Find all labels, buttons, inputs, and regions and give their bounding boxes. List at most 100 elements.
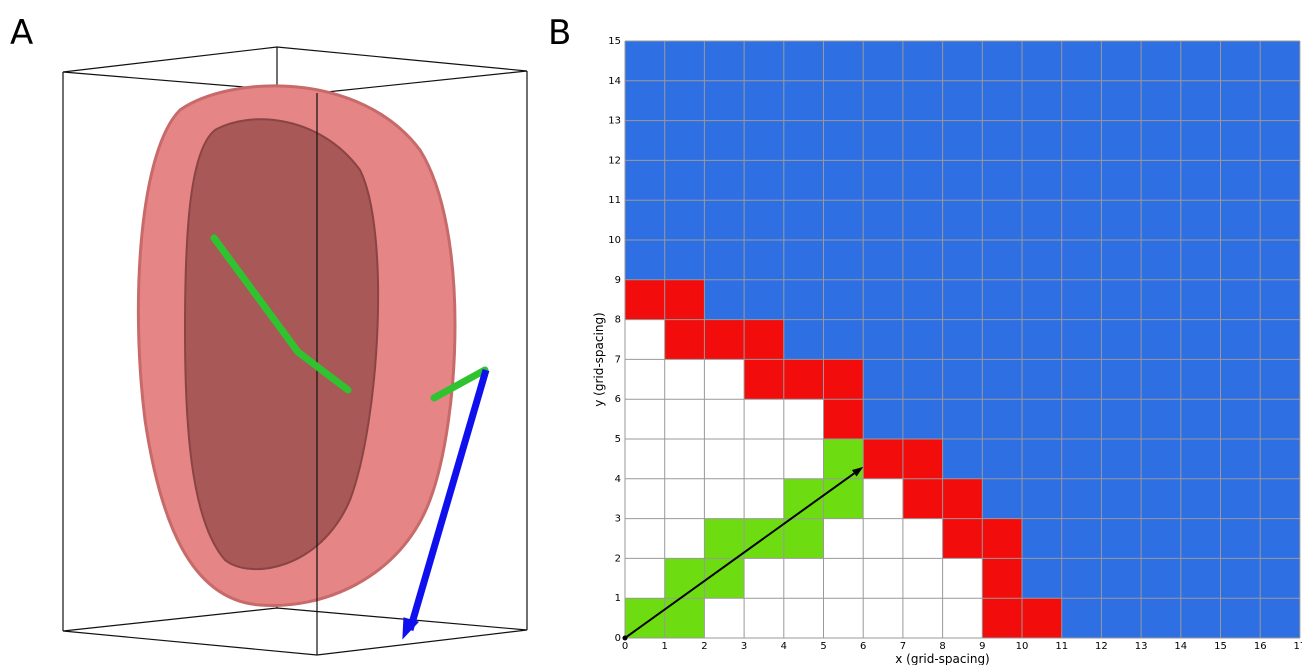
- grid-cell: [824, 320, 864, 360]
- grid-cell: [1181, 558, 1221, 598]
- grid-cell: [1141, 280, 1181, 320]
- grid-cell: [1062, 160, 1102, 200]
- grid-cell: [704, 200, 744, 240]
- grid-cell: [982, 121, 1022, 161]
- grid-cell: [824, 519, 864, 559]
- y-tick-label: 10: [608, 235, 621, 246]
- grid-cell: [784, 280, 824, 320]
- grid-cell: [1101, 439, 1141, 479]
- x-tick-label: 17: [1294, 641, 1302, 652]
- grid-cell: [1022, 359, 1062, 399]
- grid-cell: [665, 81, 705, 121]
- grid-cell: [1062, 519, 1102, 559]
- grid-cell: [744, 439, 784, 479]
- grid-cell: [863, 41, 903, 81]
- grid-cell: [665, 41, 705, 81]
- grid-cell: [1101, 200, 1141, 240]
- grid-cell: [1260, 479, 1300, 519]
- grid-cell: [1221, 280, 1261, 320]
- grid-cell: [744, 280, 784, 320]
- grid-cell: [824, 399, 864, 439]
- grid-cell: [625, 280, 665, 320]
- grid-cell: [665, 439, 705, 479]
- grid-cell: [863, 320, 903, 360]
- virus-interior: [185, 119, 378, 569]
- grid-cell: [1022, 479, 1062, 519]
- grid-cell: [943, 320, 983, 360]
- grid-cell: [704, 160, 744, 200]
- grid-cell: [704, 399, 744, 439]
- grid-cell: [903, 200, 943, 240]
- grid-cell: [1181, 320, 1221, 360]
- grid-cell: [784, 598, 824, 638]
- grid-cell: [1181, 479, 1221, 519]
- grid-cell: [1101, 399, 1141, 439]
- grid-cell: [863, 558, 903, 598]
- grid-cell: [1221, 160, 1261, 200]
- grid-cell: [1101, 519, 1141, 559]
- grid-cell: [744, 399, 784, 439]
- grid-cell: [863, 439, 903, 479]
- grid-cell: [863, 519, 903, 559]
- grid-cell: [982, 399, 1022, 439]
- grid-cell: [1141, 160, 1181, 200]
- grid-cell: [625, 240, 665, 280]
- grid-cell: [824, 359, 864, 399]
- grid-cell: [625, 399, 665, 439]
- grid-cell: [863, 240, 903, 280]
- grid-cell: [943, 558, 983, 598]
- grid-cell: [665, 320, 705, 360]
- grid-cell: [704, 320, 744, 360]
- grid-cell: [1221, 519, 1261, 559]
- grid-cell: [744, 320, 784, 360]
- x-tick-label: 1: [662, 641, 668, 652]
- grid-cell: [1221, 200, 1261, 240]
- grid-cell: [665, 479, 705, 519]
- grid-cell: [665, 558, 705, 598]
- grid-cell: [625, 439, 665, 479]
- grid-cell: [1141, 399, 1181, 439]
- grid-cell: [744, 121, 784, 161]
- grid-cell: [1260, 81, 1300, 121]
- grid-cell: [1181, 81, 1221, 121]
- grid-cell: [1022, 519, 1062, 559]
- grid-cell: [1141, 479, 1181, 519]
- grid-cell: [744, 558, 784, 598]
- grid-cell: [1062, 240, 1102, 280]
- y-tick-label: 0: [615, 633, 621, 644]
- grid-cell: [1141, 598, 1181, 638]
- grid-cell: [863, 280, 903, 320]
- grid-cell: [943, 200, 983, 240]
- grid-cell: [863, 121, 903, 161]
- y-tick-label: 6: [615, 394, 621, 405]
- grid-cell: [943, 519, 983, 559]
- grid-cell: [982, 320, 1022, 360]
- grid-cell: [1260, 399, 1300, 439]
- grid-cell: [1022, 399, 1062, 439]
- grid-cell: [903, 160, 943, 200]
- grid-cell: [1022, 160, 1062, 200]
- grid-cell: [1181, 519, 1221, 559]
- y-tick-label: 9: [615, 275, 621, 286]
- grid-cell: [1141, 121, 1181, 161]
- grid-cell: [625, 359, 665, 399]
- grid-cell: [1022, 41, 1062, 81]
- grid-cell: [1101, 160, 1141, 200]
- grid-cell: [1181, 41, 1221, 81]
- grid-cell: [784, 320, 824, 360]
- grid-cell: [1221, 598, 1261, 638]
- grid-cell: [1260, 359, 1300, 399]
- grid-cell: [824, 280, 864, 320]
- grid-cell: [1101, 598, 1141, 638]
- grid-cell: [1221, 320, 1261, 360]
- arrow-origin: [623, 636, 628, 641]
- x-tick-label: 16: [1254, 641, 1267, 652]
- grid-cell: [824, 41, 864, 81]
- grid-cell: [1260, 558, 1300, 598]
- grid-cell: [1141, 41, 1181, 81]
- grid-cell: [903, 558, 943, 598]
- grid-cell: [824, 160, 864, 200]
- grid-cell: [1062, 200, 1102, 240]
- x-tick-label: 14: [1174, 641, 1187, 652]
